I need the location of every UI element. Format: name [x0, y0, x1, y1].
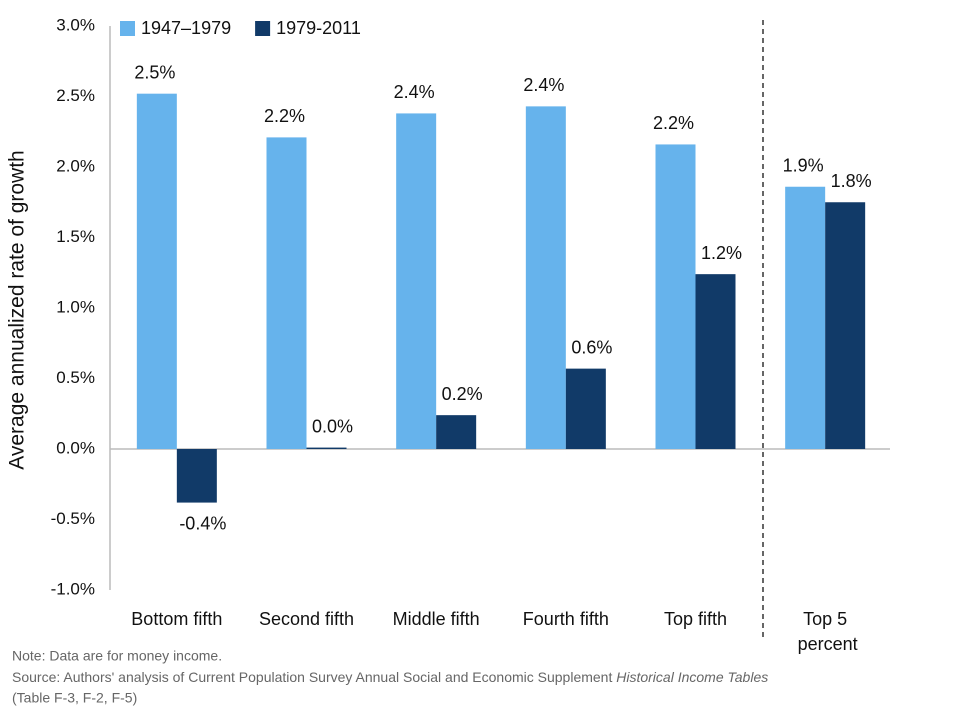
bar	[565, 368, 606, 449]
value-label: 1.9%	[783, 155, 824, 175]
value-label: 2.2%	[264, 106, 305, 126]
value-label: 2.4%	[394, 82, 435, 102]
value-label: -0.4%	[179, 513, 226, 533]
value-label: 0.6%	[571, 337, 612, 357]
value-label: 2.2%	[653, 113, 694, 133]
y-tick-label: 0.0%	[56, 438, 95, 457]
bar	[785, 186, 826, 450]
source-italic: Historical Income Tables	[616, 669, 768, 685]
legend-label: 1947–1979	[141, 18, 231, 38]
bar	[136, 93, 177, 450]
value-label: 2.4%	[523, 75, 564, 95]
y-tick-label: -1.0%	[51, 579, 95, 598]
source-cont: (Table F-3, F-2, F-5)	[12, 690, 137, 706]
y-tick-label: 2.5%	[56, 86, 95, 105]
y-tick-label: 0.5%	[56, 368, 95, 387]
source-text: Source: Authors' analysis of Current Pop…	[12, 669, 612, 685]
x-tick-label: Middle fifth	[393, 609, 480, 629]
bar	[396, 113, 437, 450]
bar	[176, 449, 217, 503]
x-tick-label: Top fifth	[664, 609, 727, 629]
x-tick-label: Fourth fifth	[523, 609, 609, 629]
x-tick-label: Top 5 percent	[793, 609, 858, 654]
y-tick-label: -0.5%	[51, 509, 95, 528]
legend-swatch	[120, 21, 135, 36]
y-tick-label: 3.0%	[56, 15, 95, 34]
bar	[266, 137, 307, 449]
y-axis-label: Average annualized rate of growth	[6, 150, 29, 470]
legend-swatch	[255, 21, 271, 36]
bar	[695, 274, 736, 449]
value-label: 2.5%	[134, 62, 175, 82]
value-label: 1.2%	[701, 243, 742, 263]
x-tick-label: Bottom fifth	[131, 609, 222, 629]
y-tick-label: 1.5%	[56, 227, 95, 246]
y-tick-label: 1.0%	[56, 297, 95, 316]
legend-label: 1979-2011	[276, 18, 361, 38]
bar	[655, 144, 696, 449]
bar	[525, 106, 566, 450]
note: Note: Data are for money income.	[12, 648, 222, 664]
x-tick-label: Second fifth	[259, 609, 354, 629]
bar	[825, 202, 866, 449]
value-label: 0.0%	[312, 416, 353, 436]
y-tick-label: 2.0%	[56, 156, 95, 175]
source: Source: Authors' analysis of Current Pop…	[12, 669, 768, 685]
bar	[306, 447, 347, 449]
bar	[436, 415, 477, 449]
value-label: 0.2%	[442, 384, 483, 404]
value-label: 1.8%	[831, 171, 872, 191]
